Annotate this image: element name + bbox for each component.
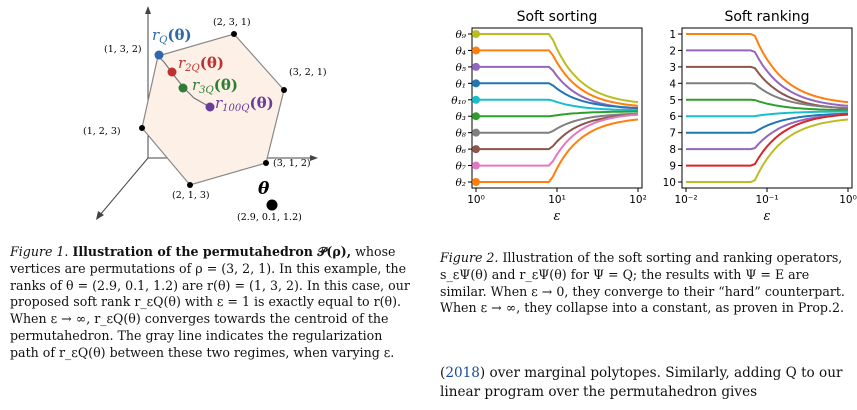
point-r2Q [167,67,177,77]
y-tick-label: θ₁₀ [451,95,467,107]
label-v123: (1, 2, 3) [83,126,121,137]
y-tick-label: 1 [669,29,676,41]
series-start-marker [472,62,480,71]
series-line [686,49,849,107]
y-tick-label: θ₁ [455,78,466,90]
body-line-1: (2018) over marginal polytopes. Similarl… [440,365,843,381]
series-start-marker [472,128,480,137]
y-tick-label: 4 [669,78,676,90]
label-v213: (2, 1, 3) [172,190,210,201]
series-line [686,110,848,118]
series-start-marker [472,95,480,104]
series-start-marker [472,30,480,38]
x-tick-label: 10⁰ [467,194,485,206]
y-tick-label: θ₈ [455,128,466,140]
vertex-123 [139,125,145,131]
vertex-312 [263,160,269,166]
series-start-marker [472,46,480,55]
series-line [476,98,639,112]
citation-link[interactable]: 2018 [445,365,480,381]
series-start-marker [472,161,480,170]
y-tick-label: 2 [669,45,676,57]
y-tick-label: θ₅ [455,62,466,74]
vertex-321 [281,87,287,93]
figure2-caption: Figure 2. Illustration of the soft sorti… [440,250,848,317]
series-line [476,82,639,109]
series-line [686,82,849,109]
label-v132: (1, 3, 2) [104,44,142,55]
y-tick-label: 10 [663,177,676,189]
x-tick-label: 10⁰ [839,194,857,206]
permutahedron-figure: (2, 3, 1) (1, 3, 2) (3, 2, 1) (1, 2, 3) … [83,6,327,223]
series-line [476,113,639,151]
y-tick-label: θ₃ [455,111,466,123]
series-start-marker [472,178,480,186]
series-line [476,33,639,104]
series-line [476,49,639,107]
series-start-marker [472,145,480,154]
y-tick-label: 5 [669,95,676,107]
label-r2Q: r2Q(θ) [178,54,224,74]
label-theta: θ [258,179,270,199]
fig2-caption-text: Illustration of the soft sorting and ran… [440,250,845,316]
y-tick-label: 8 [669,144,676,156]
series-line [476,112,639,134]
y-tick-label: θ₂ [455,177,466,189]
y-tick-label: 3 [669,62,676,74]
series-start-marker [472,112,480,121]
point-rQ [154,50,164,60]
series-line [476,110,638,118]
y-tick-label: 6 [669,111,676,123]
x-tick-label: 10² [629,194,647,206]
fig2-caption-label: Figure 2. [440,250,499,265]
label-rQ: rQ(θ) [152,26,192,46]
axis-x [99,157,149,216]
y-tick-label: θ₇ [455,161,466,173]
fig1-caption-text: whose vertices are permutations of ρ = (… [10,244,410,360]
label-v312: (3, 1, 2) [273,158,311,169]
x-axis-label: ε [764,209,771,224]
chart-title: Soft sorting [517,9,598,25]
fig1-caption-bold: Illustration of the permutahedron 𝒫(ρ), [72,244,352,259]
series-line [686,113,849,167]
x-tick-label: 10¹ [548,194,566,206]
x-tick-label: 10⁻¹ [755,194,778,206]
fig1-caption-label: Figure 1. [10,244,69,259]
label-theta-value: (2.9, 0.1, 1.2) [237,212,302,223]
series-line [686,118,849,183]
x-tick-label: 10⁻² [674,194,697,206]
point-r3Q [178,83,188,93]
label-v231: (2, 3, 1) [213,17,251,28]
y-tick-label: θ₆ [455,144,466,156]
regularization-path [157,55,211,108]
chart-frame [471,27,643,189]
x-axis-label: ε [554,209,561,224]
y-tick-label: θ₉ [455,29,466,41]
body-line-2: linear program over the permutahedron gi… [440,384,758,400]
point-r100Q [205,102,215,112]
series-line [476,118,639,183]
vertex-231 [231,31,237,37]
point-theta [266,199,278,211]
figure1-caption: Figure 1. Illustration of the permutahed… [10,244,415,362]
label-v321: (3, 2, 1) [289,67,327,78]
series-line [686,33,849,104]
y-tick-label: θ₄ [455,45,466,57]
chart-title: Soft ranking [724,9,809,25]
chart-frame [681,27,853,189]
label-r100Q: r100Q(θ) [215,94,274,114]
series-start-marker [472,79,480,88]
series-line [476,113,639,167]
y-tick-label: 7 [669,128,676,140]
series-line [686,98,849,112]
series-line [686,112,849,134]
y-tick-label: 9 [669,161,676,173]
vertex-213 [187,182,193,188]
body-paragraph: (2018) over marginal polytopes. Similarl… [440,364,850,402]
label-r3Q: r3Q(θ) [192,76,238,96]
soft-sort-rank-charts: Soft sorting 10⁰ 10¹ 10² ε θ₉ θ₄ θ₅ θ₁ θ₁₀ θ₃ θ₈ θ₆ θ… [451,9,857,224]
